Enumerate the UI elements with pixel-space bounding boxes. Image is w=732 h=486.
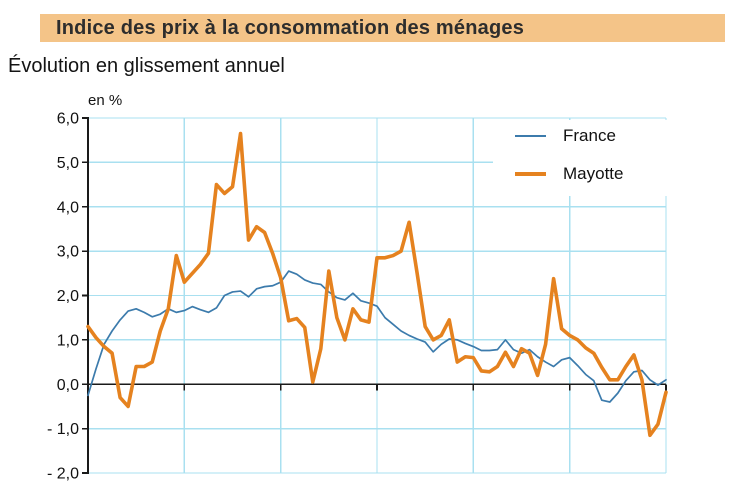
mayotte-line-swatch (515, 172, 546, 176)
y-tick-label: 2,0 (57, 288, 79, 305)
y-axis-tick-labels: 6,0 5,0 4,0 3,0 2,0 1,0 0,0 - 1,0 - 2,0 (47, 111, 79, 483)
page-title: Indice des prix à la consommation des mé… (56, 16, 525, 39)
chart-axes (82, 117, 667, 474)
france-line-swatch (515, 135, 546, 137)
y-tick-label: - 2,0 (47, 466, 79, 483)
y-tick-label: 0,0 (57, 377, 79, 394)
legend-item-mayotte: Mayotte (493, 164, 670, 184)
series-line-france (87, 270, 667, 403)
y-tick-label: 3,0 (57, 244, 79, 261)
chart-subtitle: Évolution en glissement annuel (8, 55, 285, 77)
series-line-mayotte (86, 131, 668, 438)
chart-legend: France Mayotte (493, 120, 670, 196)
y-tick-label: 5,0 (57, 155, 79, 172)
title-band: Indice des prix à la consommation des mé… (40, 14, 725, 42)
legend-item-france: France (493, 126, 670, 146)
y-tick-label: 6,0 (57, 111, 79, 128)
y-tick-label: - 1,0 (47, 421, 79, 438)
y-tick-label: 4,0 (57, 199, 79, 216)
legend-label-mayotte: Mayotte (563, 164, 624, 183)
chart-gridlines (88, 117, 667, 474)
legend-label-france: France (563, 126, 616, 145)
y-tick-label: 1,0 (57, 332, 79, 349)
y-axis-unit-label: en % (88, 92, 123, 109)
